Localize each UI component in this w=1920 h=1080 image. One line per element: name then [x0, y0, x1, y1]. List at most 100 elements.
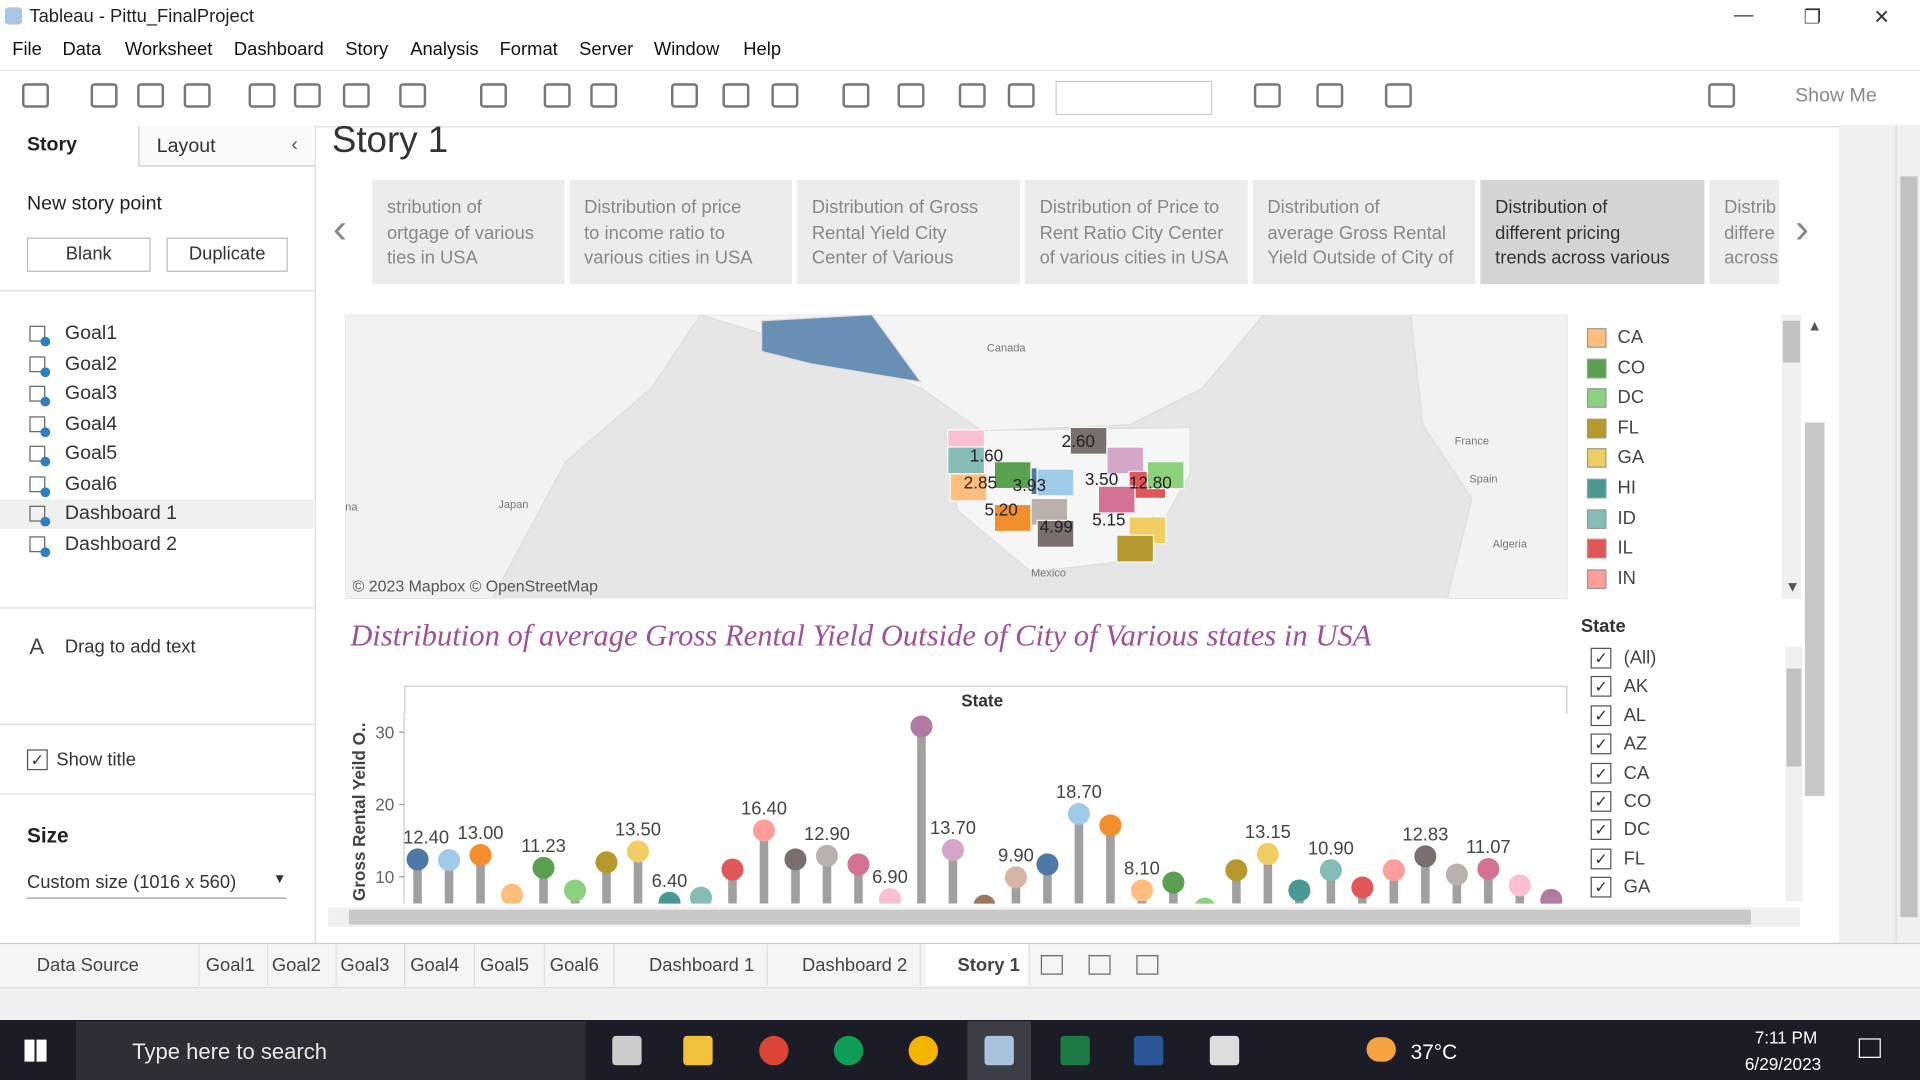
toolbar-icon[interactable] — [1253, 83, 1281, 108]
dash-scroll-thumb[interactable] — [1804, 422, 1825, 796]
sheet-item[interactable]: Goal6 — [64, 473, 118, 495]
sheet-tab[interactable]: Dashboard 2 — [770, 944, 921, 986]
menu-item[interactable]: Story — [345, 39, 389, 61]
filter-checkbox[interactable]: ✓ — [1590, 791, 1612, 812]
filter-checkbox[interactable]: ✓ — [1590, 647, 1612, 669]
story-point[interactable]: Distrib differe across — [1709, 180, 1780, 285]
checkbox[interactable]: ✓ — [26, 749, 48, 771]
toolbar-icon[interactable] — [543, 83, 571, 108]
filter-checkbox[interactable]: ✓ — [1590, 876, 1612, 898]
taskbar-app[interactable] — [1133, 1035, 1164, 1066]
story-point[interactable]: stribution of ortgage of various ties in U… — [372, 180, 565, 285]
tab-story[interactable]: Story — [26, 134, 78, 156]
tab-layout[interactable]: Layout — [156, 135, 216, 157]
toolbar-dropdown[interactable] — [1055, 80, 1213, 116]
new-sheet-icon[interactable] — [1040, 955, 1063, 975]
filter-checkbox[interactable]: ✓ — [1590, 705, 1612, 726]
sheet-item[interactable]: Dashboard 2 — [64, 533, 178, 555]
toolbar-icon[interactable] — [1384, 83, 1412, 108]
menu-item[interactable]: Data — [62, 39, 102, 61]
sheet-tab[interactable]: Goal3 — [333, 944, 406, 986]
story-point[interactable]: Distribution of price to income ratio to v… — [569, 180, 793, 285]
toolbar-icon[interactable] — [480, 83, 507, 108]
story-point[interactable]: Distribution of Price to Rent Ratio City … — [1024, 180, 1248, 285]
sheet-tab[interactable]: Data Source — [7, 944, 200, 986]
sheet-item[interactable]: Goal5 — [64, 443, 118, 465]
dash-scroll-down[interactable]: ▼ — [1785, 577, 1800, 596]
toolbar-icon[interactable] — [1007, 83, 1035, 108]
toolbar-icon[interactable] — [842, 83, 870, 108]
toolbar-icon[interactable] — [590, 83, 618, 108]
toolbar-icon[interactable] — [671, 83, 698, 108]
taskbar-app[interactable] — [612, 1035, 642, 1066]
toolbar-icon[interactable] — [771, 83, 799, 108]
menu-item[interactable]: Help — [743, 39, 782, 61]
taskbar-app[interactable] — [908, 1035, 938, 1066]
toolbar-icon[interactable] — [399, 83, 427, 108]
filter-thumb[interactable] — [1786, 668, 1802, 767]
menu-item[interactable]: Window — [653, 39, 720, 61]
toolbar-icon[interactable] — [1708, 83, 1736, 108]
sheet-item[interactable]: Goal2 — [64, 353, 118, 375]
toolbar-icon[interactable] — [183, 83, 211, 108]
toolbar-icon[interactable] — [22, 83, 49, 108]
nav-next[interactable]: › — [1795, 205, 1809, 253]
menu-item[interactable]: Server — [579, 39, 634, 61]
nav-prev[interactable]: ‹ — [333, 205, 347, 253]
sheet-item[interactable]: Goal1 — [64, 323, 118, 345]
taskbar-app[interactable] — [1209, 1035, 1240, 1066]
notifications[interactable] — [1858, 1038, 1881, 1058]
toolbar-icon[interactable] — [293, 83, 321, 108]
story-point[interactable]: Distribution of different pricing trends a… — [1480, 180, 1705, 285]
toolbar-icon[interactable] — [722, 83, 750, 108]
h-scroll-thumb[interactable] — [348, 909, 1752, 925]
menu-item[interactable]: Dashboard — [233, 39, 324, 61]
drag-text[interactable]: Drag to add text — [64, 636, 196, 658]
taskbar-app[interactable] — [683, 1035, 713, 1066]
filter-checkbox[interactable]: ✓ — [1590, 819, 1612, 841]
window-control[interactable]: ❐ — [1803, 7, 1822, 29]
size-value[interactable]: Custom size (1016 x 560) — [26, 871, 237, 893]
sheet-tab[interactable]: Goal1 — [198, 944, 269, 986]
story-point-button[interactable]: Duplicate — [166, 237, 288, 272]
story-point-button[interactable]: Blank — [26, 237, 151, 272]
sheet-item[interactable]: Dashboard 1 — [64, 503, 178, 525]
sheet-tab[interactable]: Goal6 — [542, 944, 615, 986]
menu-item[interactable]: Analysis — [410, 39, 479, 61]
scroll-thumb[interactable] — [1900, 176, 1918, 918]
window-control[interactable]: ✕ — [1873, 7, 1890, 29]
legend-scrollbar[interactable] — [1781, 314, 1802, 599]
sheet-item[interactable]: Goal4 — [64, 413, 118, 435]
taskbar-app[interactable] — [1060, 1035, 1090, 1066]
new-sheet-icon[interactable] — [1136, 955, 1159, 975]
window-control[interactable]: — — [1733, 4, 1754, 26]
vertical-scrollbar[interactable] — [1895, 124, 1920, 943]
sheet-tab[interactable]: Goal4 — [403, 944, 476, 986]
filter-checkbox[interactable]: ✓ — [1590, 676, 1612, 698]
taskbar-app[interactable] — [759, 1035, 789, 1066]
toolbar-icon[interactable] — [90, 83, 118, 108]
toolbar-icon[interactable] — [1316, 83, 1344, 108]
toolbar-icon[interactable] — [248, 83, 276, 108]
menu-item[interactable]: File — [12, 39, 42, 61]
sheet-item[interactable]: Goal3 — [64, 383, 118, 405]
start-button[interactable] — [24, 1039, 47, 1062]
filter-checkbox[interactable]: ✓ — [1590, 848, 1612, 870]
menu-item[interactable]: Worksheet — [124, 39, 213, 61]
new-sheet-icon[interactable] — [1088, 955, 1111, 975]
menu-item[interactable]: Format — [499, 39, 558, 61]
search-box[interactable] — [75, 1021, 586, 1080]
sheet-tab[interactable]: Goal2 — [264, 944, 337, 986]
toolbar-icon[interactable] — [897, 83, 925, 108]
story-point[interactable]: Distribution of average Gross Rental Yield… — [1252, 180, 1476, 285]
taskbar-app[interactable] — [833, 1035, 864, 1066]
toolbar-icon[interactable] — [342, 83, 370, 108]
filter-checkbox[interactable]: ✓ — [1590, 733, 1612, 755]
story-point[interactable]: Distribution of Gross Rental Yield City Ce… — [797, 180, 1021, 285]
toolbar-icon[interactable] — [958, 83, 986, 108]
show-me-button[interactable]: Show Me — [1795, 85, 1877, 107]
sheet-tab[interactable]: Goal5 — [473, 944, 545, 986]
sheet-tab[interactable]: Dashboard 1 — [617, 944, 768, 986]
toolbar-icon[interactable] — [137, 83, 165, 108]
sheet-tab[interactable]: Story 1 — [925, 944, 1030, 986]
